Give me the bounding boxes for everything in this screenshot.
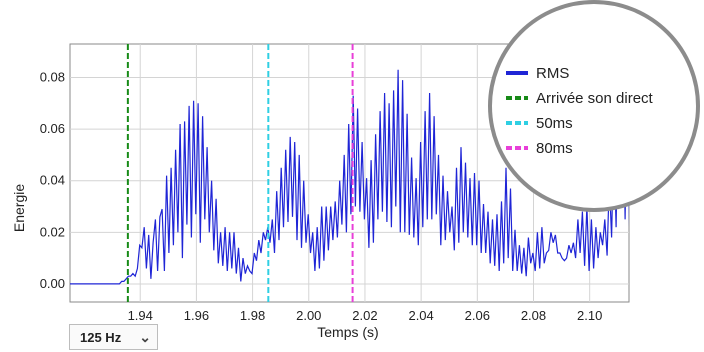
frequency-band-value: 125 Hz bbox=[80, 329, 122, 345]
x-tick-label: 2.06 bbox=[465, 308, 490, 323]
x-tick-label: 2.10 bbox=[577, 308, 602, 323]
y-tick-label: 0.04 bbox=[40, 173, 65, 188]
y-tick-labels: 0.00 0.02 0.04 0.06 0.08 bbox=[40, 70, 65, 291]
frequency-band-select[interactable]: 125 Hz ⌄ bbox=[69, 324, 158, 350]
chevron-down-icon: ⌄ bbox=[139, 328, 151, 345]
legend-label: 80ms bbox=[536, 140, 573, 157]
rms-series-line bbox=[70, 69, 629, 285]
x-tick-label: 2.08 bbox=[521, 308, 546, 323]
legend-label: RMS bbox=[536, 65, 569, 82]
x-tick-label: 2.00 bbox=[296, 308, 321, 323]
marker-lines bbox=[126, 44, 354, 302]
x-tick-labels: 1.94 1.96 1.98 2.00 2.02 2.04 2.06 2.08 2.10 bbox=[128, 308, 603, 323]
x-tick-label: 2.02 bbox=[352, 308, 377, 323]
x-tick-label: 1.98 bbox=[240, 308, 265, 323]
y-tick-label: 0.06 bbox=[40, 121, 65, 136]
y-axis-label: Energie bbox=[11, 184, 27, 232]
x-tick-label: 2.04 bbox=[408, 308, 433, 323]
y-tick-label: 0.00 bbox=[40, 276, 65, 291]
legend-label: Arrivée son direct bbox=[536, 90, 654, 107]
legend: RMS Arrivée son direct 50ms 80ms bbox=[488, 0, 700, 212]
x-tick-label: 1.96 bbox=[184, 308, 209, 323]
y-tick-label: 0.02 bbox=[40, 224, 65, 239]
x-axis-label: Temps (s) bbox=[317, 324, 378, 340]
y-tick-label: 0.08 bbox=[40, 70, 65, 85]
legend-label: 50ms bbox=[536, 115, 573, 132]
x-tick-label: 1.94 bbox=[128, 308, 153, 323]
